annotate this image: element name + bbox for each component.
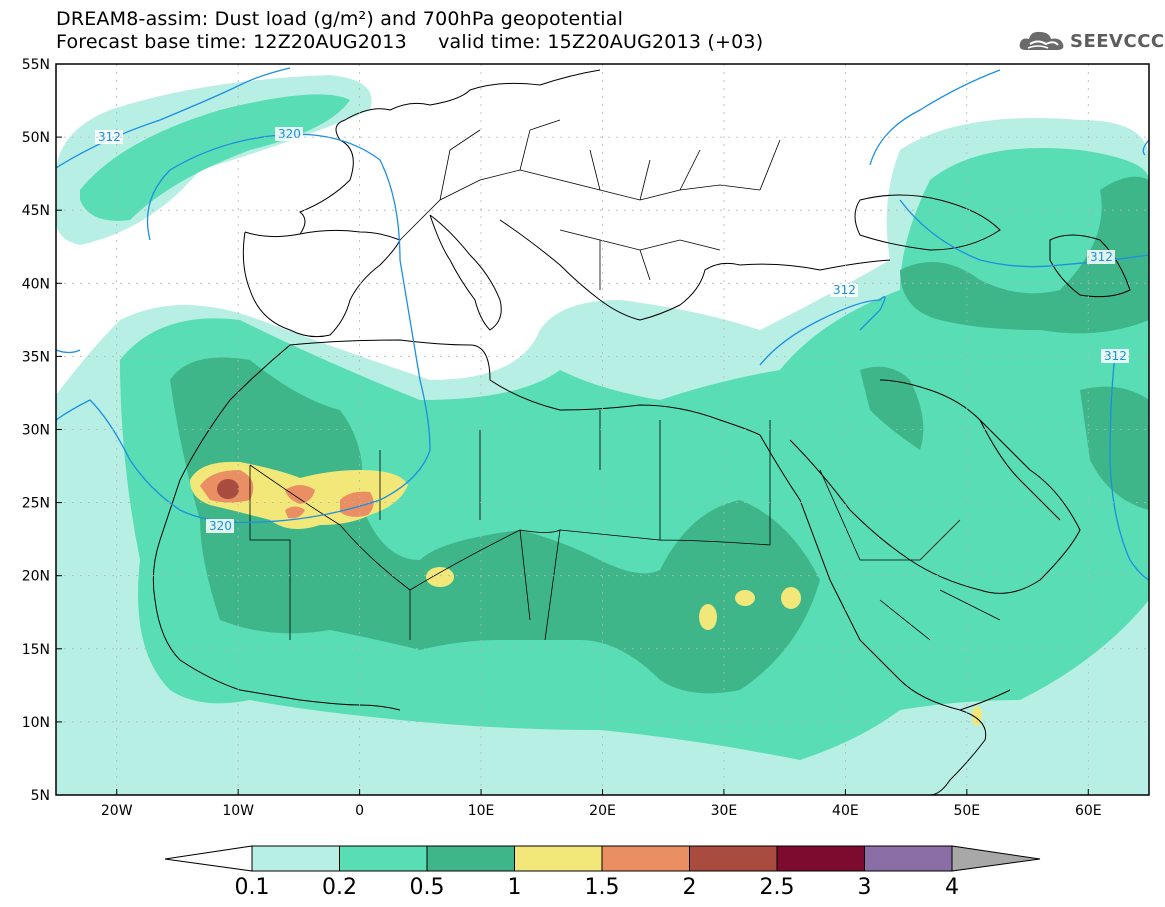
coastlines-borders <box>152 69 1131 795</box>
colorbar-segment <box>514 845 603 872</box>
colorbar-segment <box>864 845 953 872</box>
gridlines <box>56 64 1149 795</box>
lon-tick-label: 60E <box>1075 803 1102 819</box>
coastline-west-africa <box>152 479 401 711</box>
colorbar-segment <box>426 845 515 872</box>
lat-tick-label: 40N <box>22 276 50 292</box>
dust-region-1 <box>781 587 801 609</box>
border-lines <box>249 410 1001 641</box>
contour-label: 320 <box>209 519 232 533</box>
colorbar: 0.1 0.2 0.5 1 1.5 2 2.5 3 4 <box>164 845 1041 900</box>
dust-region-2 <box>217 479 239 499</box>
lon-axis: 20W 10W 0 10E 20E 30E 40E 50E 60E <box>101 789 1102 819</box>
chart-title-line1: DREAM8-assim: Dust load (g/m²) and 700hP… <box>56 8 624 30</box>
colorbar-label: 0.1 <box>235 875 270 900</box>
dust-region-0.2 <box>80 94 350 221</box>
dust-region-1 <box>426 567 454 587</box>
colorbar-label: 1 <box>508 875 522 900</box>
contour-label-group: 312 <box>830 283 858 297</box>
coastline-horn <box>929 709 987 795</box>
contour-labels: 312 320 312 312 312 320 <box>95 127 1129 533</box>
contour-312-east-arc <box>869 69 1001 166</box>
contour-label: 312 <box>1104 349 1127 363</box>
contour-label-group: 312 <box>1087 250 1115 264</box>
lat-tick-label: 20N <box>22 569 50 585</box>
lat-tick-label: 35N <box>22 349 50 365</box>
dust-region-0.5 <box>860 366 924 450</box>
lon-tick-label: 20W <box>101 803 133 819</box>
dust-region-0.5 <box>170 357 820 694</box>
lat-tick-label: 30N <box>22 423 50 439</box>
colorbar-label: 2.5 <box>760 875 795 900</box>
colorbar-label: 2 <box>683 875 697 900</box>
lon-tick-label: 50E <box>953 803 980 819</box>
coastline-caspian <box>1049 234 1131 298</box>
seevccc-logo: SEEVCCC <box>1018 28 1165 54</box>
contour-label-group: 312 <box>95 130 123 144</box>
lat-tick-label: 25N <box>22 496 50 512</box>
colorbar-label: 1.5 <box>585 875 620 900</box>
coastline-arabia <box>789 379 1081 594</box>
lat-tick-label: 15N <box>22 642 50 658</box>
colorbar-segment <box>601 845 690 872</box>
contour-label-group: 320 <box>206 519 234 533</box>
contour-312-far-east <box>1109 139 1149 581</box>
coastline-europe <box>244 69 601 238</box>
lat-axis: 55N 50N 45N 40N 35N 30N 25N 20N 15N 10N 5N <box>22 57 62 804</box>
lon-tick-label: 30E <box>711 803 738 819</box>
coastline-italy <box>429 214 502 331</box>
colorbar-segment <box>339 845 428 872</box>
lat-tick-label: 5N <box>31 788 50 804</box>
colorbar-label: 3 <box>858 875 872 900</box>
contour-label-group: 320 <box>275 127 303 141</box>
lat-tick-label: 55N <box>22 57 50 73</box>
lon-tick-label: 10E <box>468 803 495 819</box>
coastline-balkans <box>499 219 891 321</box>
colorbar-segment <box>776 845 865 872</box>
dust-region-1 <box>699 604 717 630</box>
colorbar-label: 0.2 <box>322 875 357 900</box>
contour-312-north <box>56 67 291 169</box>
dust-region-0.5 <box>1080 386 1149 510</box>
contour-label: 312 <box>833 283 856 297</box>
coastline-persian-gulf <box>979 419 1061 521</box>
colorbar-label: 4 <box>945 875 959 900</box>
lat-tick-label: 50N <box>22 130 50 146</box>
dust-region-0.5 <box>900 176 1149 334</box>
lon-tick-label: 20E <box>589 803 616 819</box>
dust-region-1.5 <box>285 506 305 519</box>
colorbar-segment <box>251 845 340 872</box>
lon-tick-label: 0 <box>355 803 364 819</box>
lat-tick-label: 10N <box>22 715 50 731</box>
coastline-north-africa <box>179 339 761 481</box>
dust-region-1.5 <box>285 485 315 504</box>
contour-label: 320 <box>278 127 301 141</box>
contour-label: 312 <box>98 130 121 144</box>
colorbar-segment <box>689 845 778 872</box>
dust-region-1.5 <box>340 491 374 517</box>
dust-region-1 <box>735 590 755 606</box>
colorbar-label: 0.5 <box>410 875 445 900</box>
lon-tick-label: 10W <box>222 803 254 819</box>
logo-text: SEEVCCC <box>1070 30 1165 52</box>
border-lines-europe <box>399 119 781 290</box>
lat-tick-label: 45N <box>22 203 50 219</box>
lon-tick-label: 40E <box>832 803 859 819</box>
colorbar-low-arrow <box>164 845 253 872</box>
contour-312-med <box>759 296 886 366</box>
colorbar-high-arrow <box>951 845 1041 872</box>
coastline-black-sea <box>854 194 1001 251</box>
chart-title-line2: Forecast base time: 12Z20AUG2013 valid t… <box>56 31 764 53</box>
coastline-red-sea <box>759 434 1011 711</box>
contour-label: 312 <box>1090 250 1113 264</box>
coastline-iberia <box>242 229 401 338</box>
contour-label-group: 312 <box>1101 349 1129 363</box>
contour-312-west <box>56 349 81 354</box>
cloud-icon <box>1019 31 1064 50</box>
